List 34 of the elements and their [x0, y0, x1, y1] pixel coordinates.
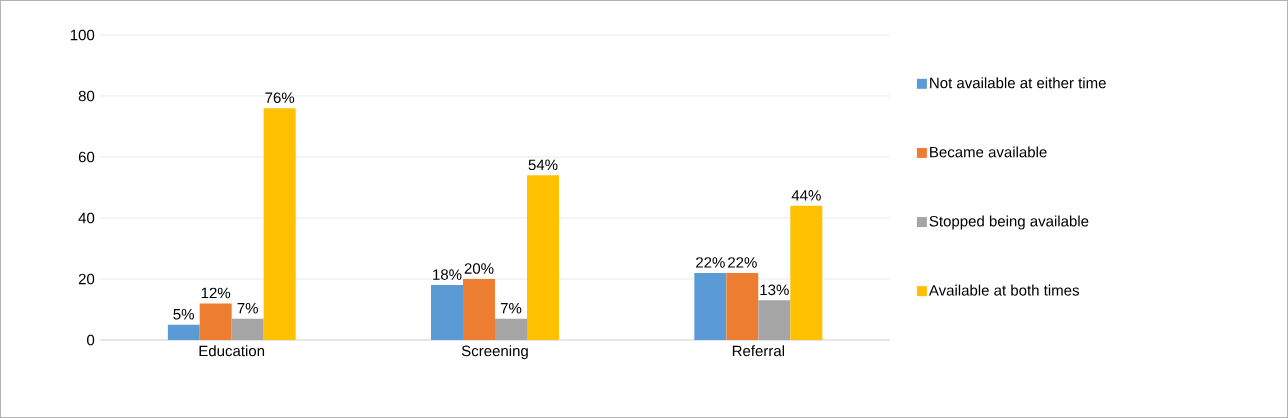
data-label: 54% [528, 159, 558, 171]
y-tick-label: 40 [78, 212, 95, 224]
bar [199, 303, 232, 340]
bar [694, 272, 727, 340]
x-tick-label: Education [199, 345, 265, 357]
bar [167, 324, 200, 340]
data-label: 44% [791, 190, 821, 201]
x-tick-label: Referral [732, 345, 784, 357]
legend-label: Became available [930, 146, 1047, 158]
data-label: 22% [696, 257, 725, 268]
data-label: 20% [464, 263, 494, 274]
legend-label: Not available at either time [930, 77, 1106, 89]
data-label: 12% [201, 287, 231, 299]
data-label: 22% [728, 257, 757, 268]
data-label: 13% [760, 284, 789, 296]
y-tick-label: 20 [78, 273, 95, 285]
bar [527, 175, 560, 340]
data-label: 76% [265, 92, 295, 103]
legend-label: Available at both times [928, 284, 1079, 296]
y-tick-label: 60 [78, 151, 95, 163]
y-tick-label: 100 [70, 29, 95, 41]
bar [726, 272, 759, 340]
bar [263, 108, 296, 340]
data-label: 18% [433, 269, 462, 280]
y-tick-label: 0 [87, 334, 95, 346]
bar [431, 285, 463, 340]
bar [790, 205, 823, 340]
bar [463, 279, 496, 340]
x-tick-label: Screening [461, 345, 528, 360]
y-tick-label: 80 [78, 90, 95, 102]
data-label: 5% [173, 309, 194, 320]
data-label: 7% [500, 302, 522, 314]
data-label: 7% [237, 302, 258, 314]
legend-label: Stopped being available [929, 215, 1089, 230]
